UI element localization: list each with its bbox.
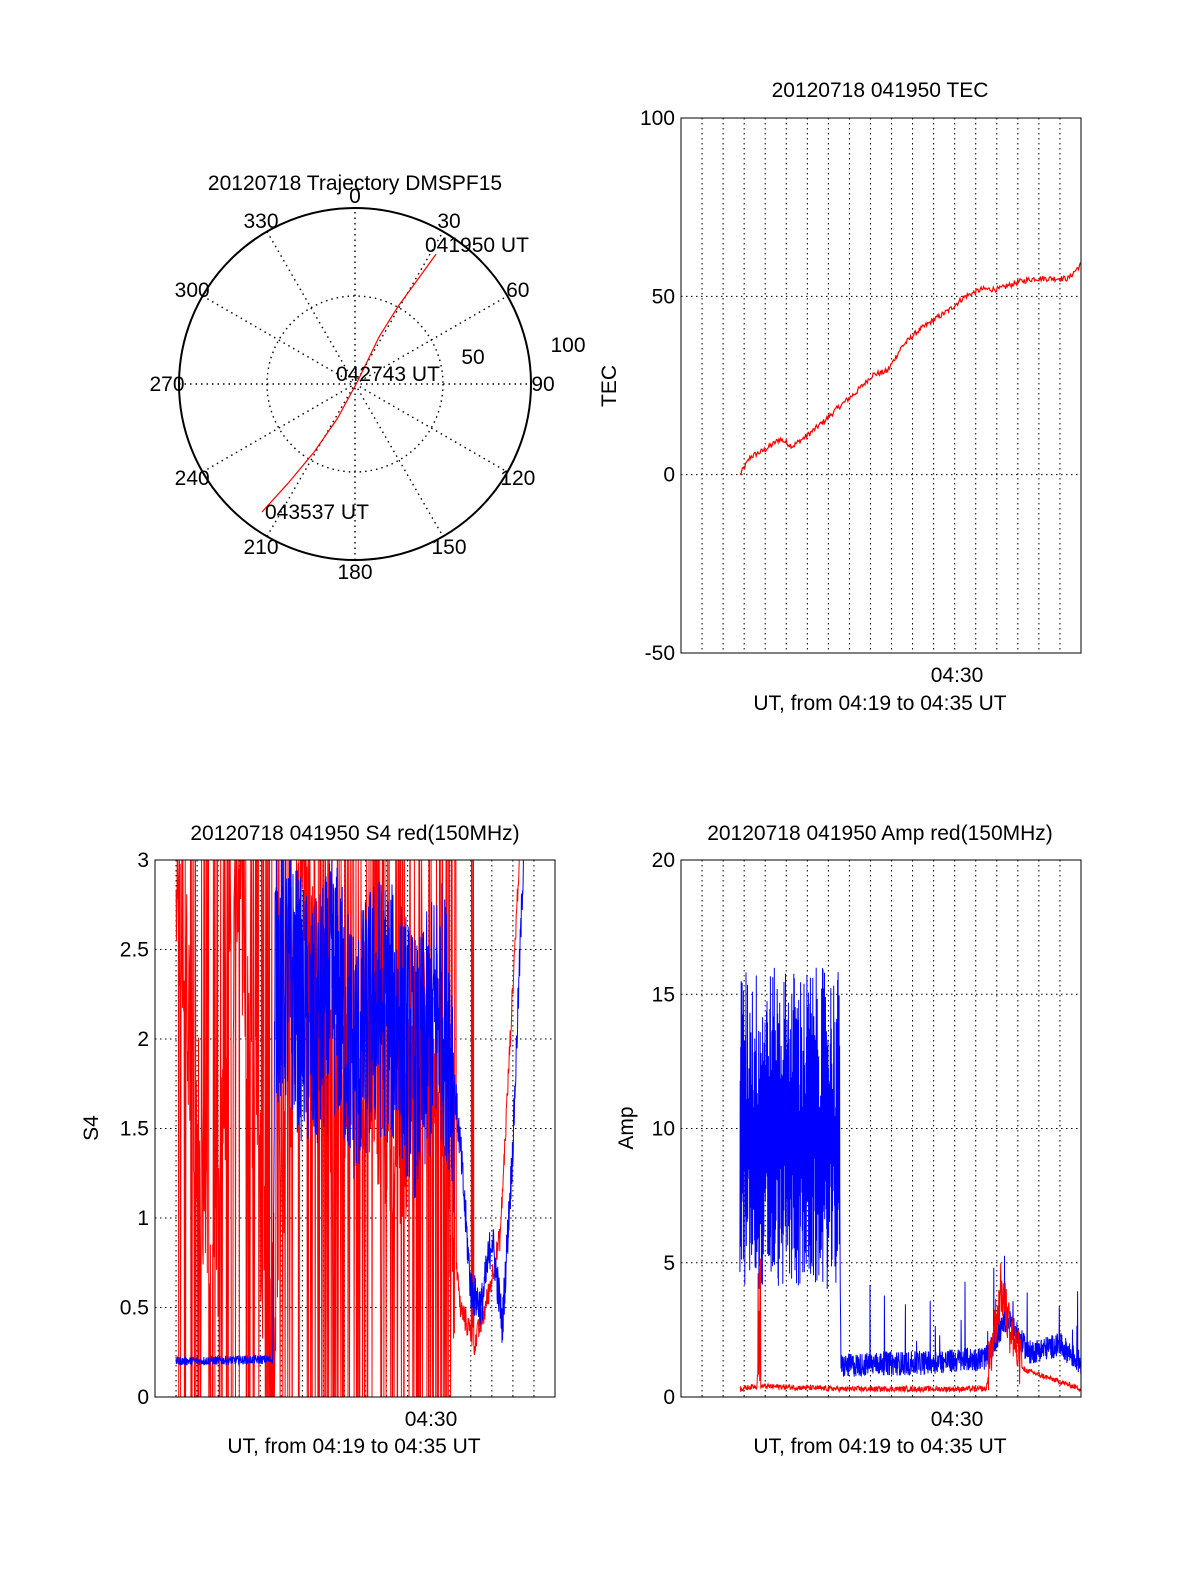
amp-grid — [681, 860, 1081, 1397]
tec-xtick-label: 04:30 — [931, 664, 984, 687]
y-tick-label: 2.5 — [120, 939, 149, 962]
y-tick-label: 15 — [652, 983, 675, 1006]
polar-radius-label-50: 50 — [461, 346, 484, 369]
s4-ylabel: S4 — [80, 1115, 103, 1141]
tec-grid — [681, 118, 1081, 653]
s4-blue-series — [175, 859, 524, 1367]
tec-series-line — [739, 262, 1082, 476]
polar-azimuth-labels: 0 30 60 90 120 150 180 210 240 270 300 330 — [149, 185, 554, 584]
y-tick-label: 0 — [663, 464, 675, 487]
s4-panel: 20120718 041950 S4 red(150MHz) 0 0.5 1 1.5 2… — [80, 822, 556, 1458]
polar-azimuth-label: 180 — [337, 561, 372, 584]
polar-azimuth-label: 30 — [437, 210, 460, 233]
tec-title: 20120718 041950 TEC — [772, 79, 989, 102]
y-tick-label: 10 — [652, 1118, 675, 1141]
polar-azimuth-label: 120 — [500, 467, 535, 490]
trajectory-mid-label: 042743 UT — [336, 363, 440, 386]
tec-y-ticks: -50 0 50 100 — [640, 107, 675, 665]
amp-y-ticks: 0 5 10 15 20 — [652, 849, 675, 1409]
polar-azimuth-label: 90 — [531, 373, 554, 396]
s4-blue-line — [175, 859, 524, 1367]
trajectory-line — [261, 253, 437, 513]
s4-xlabel: UT, from 04:19 to 04:35 UT — [227, 1435, 480, 1458]
y-tick-label: 0 — [663, 1386, 675, 1409]
amp-blue-series — [739, 967, 1082, 1377]
trajectory-start-label: 041950 UT — [425, 234, 529, 257]
y-tick-label: 5 — [663, 1252, 675, 1275]
y-tick-label: 0.5 — [120, 1297, 149, 1320]
amp-blue-line — [739, 967, 1082, 1377]
amp-red-line — [739, 1258, 1082, 1394]
y-tick-label: 1.5 — [120, 1118, 149, 1141]
tec-ylabel: TEC — [598, 365, 621, 407]
tec-xlabel: UT, from 04:19 to 04:35 UT — [753, 692, 1006, 715]
y-tick-label: 20 — [652, 849, 675, 872]
s4-y-ticks: 0 0.5 1 1.5 2 2.5 3 — [120, 849, 149, 1409]
s4-title: 20120718 041950 S4 red(150MHz) — [190, 822, 519, 845]
polar-radius-label-100: 100 — [550, 334, 585, 357]
polar-spoke — [266, 231, 444, 537]
y-tick-label: 1 — [137, 1207, 149, 1230]
trajectory-panel: 20120718 Trajectory DMSPF15 0 30 60 90 120 15… — [149, 172, 585, 584]
amp-ylabel: Amp — [615, 1106, 638, 1149]
amp-xlabel: UT, from 04:19 to 04:35 UT — [753, 1435, 1006, 1458]
y-tick-label: 0 — [137, 1386, 149, 1409]
s4-xtick-label: 04:30 — [405, 1408, 458, 1431]
amp-title: 20120718 041950 Amp red(150MHz) — [707, 822, 1053, 845]
tec-plot-frame — [680, 117, 1082, 654]
polar-spokes — [179, 208, 531, 560]
trajectory-end-label: 043537 UT — [265, 501, 369, 524]
s4-plot-frame — [154, 859, 556, 1398]
polar-azimuth-label: 150 — [431, 536, 466, 559]
y-tick-label: -50 — [645, 642, 675, 665]
polar-azimuth-label: 0 — [349, 185, 361, 208]
amp-red-series — [739, 1258, 1082, 1394]
amp-xtick-label: 04:30 — [931, 1408, 984, 1431]
polar-azimuth-label: 60 — [506, 279, 529, 302]
polar-azimuth-label: 210 — [243, 536, 278, 559]
trajectory-title: 20120718 Trajectory DMSPF15 — [208, 172, 502, 195]
amp-panel: 20120718 041950 Amp red(150MHz) 0 5 10 15 20… — [615, 822, 1082, 1458]
y-tick-label: 100 — [640, 107, 675, 130]
polar-azimuth-label: 330 — [243, 210, 278, 233]
y-tick-label: 50 — [652, 285, 675, 308]
y-tick-label: 3 — [137, 849, 149, 872]
polar-azimuth-label: 240 — [175, 467, 210, 490]
polar-azimuth-label: 270 — [149, 373, 184, 396]
amp-plot-frame — [680, 859, 1082, 1398]
y-tick-label: 2 — [137, 1028, 149, 1051]
polar-azimuth-label: 300 — [175, 279, 210, 302]
